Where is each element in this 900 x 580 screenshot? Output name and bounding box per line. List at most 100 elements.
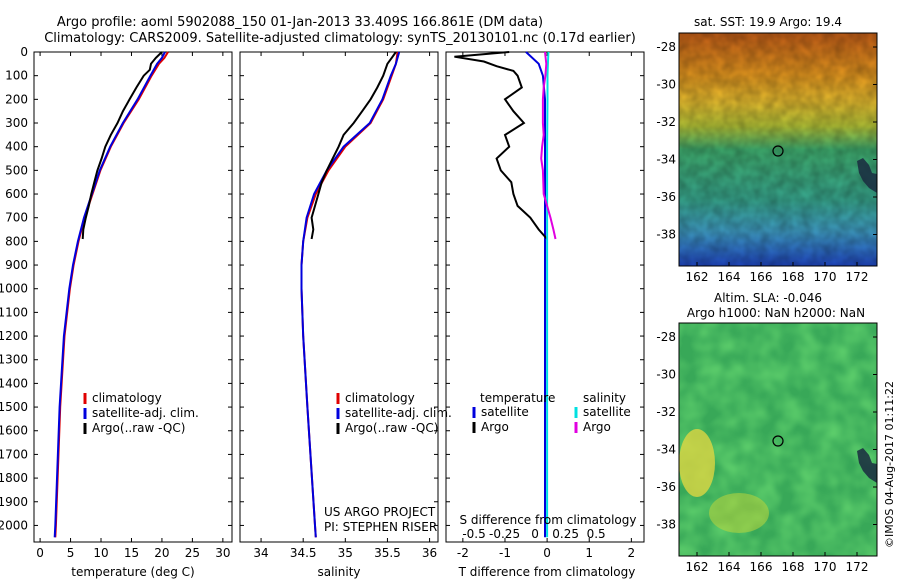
y-tick-label: 900 <box>5 258 28 272</box>
sla-coastline <box>857 448 877 483</box>
y-tick-label: 2000 <box>0 518 28 532</box>
sst-map-panel: sat. SST: 19.9 Argo: 19.4 <box>656 15 878 284</box>
map-x-tick-label: 172 <box>846 270 869 284</box>
sst-heatmap <box>679 33 877 266</box>
legend-label-t-satellite: satellite <box>481 405 529 419</box>
map-x-tick-label: 162 <box>686 560 709 574</box>
x-tick-label: 5 <box>67 546 75 560</box>
y-tick-label: 800 <box>5 234 28 248</box>
s-tick-label: -0.5 <box>462 527 485 541</box>
difference-legend: temperature salinity satellite Argo sate… <box>472 391 631 434</box>
y-tick-label: 1200 <box>0 329 28 343</box>
map-y-tick-label: -28 <box>656 330 676 344</box>
legend-label-satellite: satellite-adj. clim. <box>92 406 199 420</box>
series-line <box>54 51 169 538</box>
sla-map-title: Altim. SLA: -0.046 <box>714 291 822 305</box>
sla-high-patch <box>679 429 715 497</box>
map-x-tick-label: 166 <box>750 560 773 574</box>
map-y-tick-label: -34 <box>656 443 676 457</box>
y-tick-label: 400 <box>5 140 28 154</box>
x-tick-label: 34 <box>253 546 268 560</box>
sla-map-subtitle: Argo h1000: NaN h2000: NaN <box>687 306 865 320</box>
sst-float-marker <box>772 145 784 157</box>
x-tick-label: 25 <box>185 546 200 560</box>
x-tick-label: 20 <box>154 546 169 560</box>
legend-label-climatology: climatology <box>92 391 162 405</box>
map-x-tick-label: 164 <box>718 270 741 284</box>
x-tick-label: 0 <box>543 546 551 560</box>
x-tick-label: 30 <box>215 546 230 560</box>
sst-map-title: sat. SST: 19.9 Argo: 19.4 <box>694 15 842 29</box>
x-tick-label: 0 <box>36 546 44 560</box>
difference-xlabel: T difference from climatology <box>458 565 636 579</box>
series-line <box>300 51 401 538</box>
series-line <box>81 51 163 240</box>
s-difference-label: S difference from climatology <box>460 513 637 527</box>
title-line-1: Argo profile: aoml 5902088_150 01-Jan-20… <box>57 15 543 30</box>
legend-label-satellite: satellite-adj. clim. <box>345 406 452 420</box>
map-y-tick-label: -34 <box>656 153 676 167</box>
legend-salinity-title: salinity <box>583 391 626 405</box>
temperature-xlabel: temperature (deg C) <box>71 565 194 579</box>
series-line <box>310 51 397 240</box>
x-tick-label: 36 <box>422 546 437 560</box>
y-tick-label: 500 <box>5 163 28 177</box>
sla-heatmap <box>679 323 877 556</box>
y-tick-label: 200 <box>5 92 28 106</box>
map-y-tick-label: -30 <box>656 368 676 382</box>
legend-label-argo: Argo(..raw -QC) <box>92 421 185 435</box>
y-tick-label: 1500 <box>0 400 28 414</box>
x-tick-label: 35.5 <box>374 546 401 560</box>
salinity-xlabel: salinity <box>317 565 360 579</box>
legend-temperature-title: temperature <box>480 391 555 405</box>
x-tick-label: 1 <box>585 546 593 560</box>
legend-label-argo: Argo(..raw -QC) <box>345 421 438 435</box>
y-tick-label: 1800 <box>0 471 28 485</box>
x-tick-label: 10 <box>93 546 108 560</box>
y-tick-label: 1100 <box>0 305 28 319</box>
legend-label-climatology: climatology <box>345 391 415 405</box>
map-x-tick-label: 166 <box>750 270 773 284</box>
sla-map-panel: Altim. SLA: -0.046 Argo h1000: NaN h2000… <box>656 291 878 574</box>
legend-label-t-argo: Argo <box>481 420 509 434</box>
map-y-tick-label: -32 <box>656 115 676 129</box>
y-tick-label: 0 <box>20 45 28 59</box>
pi-text: PI: STEPHEN RISER <box>324 520 437 534</box>
map-y-tick-label: -32 <box>656 405 676 419</box>
s-tick-label: 0.5 <box>587 527 606 541</box>
salinity-frame <box>239 51 439 543</box>
y-tick-label: 300 <box>5 116 28 130</box>
x-tick-label: 2 <box>628 546 636 560</box>
s-tick-label: 0 <box>531 527 539 541</box>
sst-texture <box>679 33 877 266</box>
map-x-tick-label: 172 <box>846 560 869 574</box>
y-tick-label: 1400 <box>0 376 28 390</box>
legend-label-s-satellite: satellite <box>583 405 631 419</box>
sla-high-patch <box>709 493 769 533</box>
y-tick-label: 1700 <box>0 447 28 461</box>
y-tick-label: 1600 <box>0 424 28 438</box>
map-x-tick-label: 170 <box>814 560 837 574</box>
map-x-tick-label: 168 <box>782 270 805 284</box>
salinity-legend: climatology satellite-adj. clim. Argo(..… <box>336 391 452 435</box>
series-line <box>540 51 557 240</box>
y-tick-label: 100 <box>5 69 28 83</box>
y-tick-label: 1900 <box>0 495 28 509</box>
series-line <box>300 51 399 538</box>
map-y-tick-label: -36 <box>656 480 676 494</box>
sst-map-frame <box>678 32 878 267</box>
map-y-tick-label: -30 <box>656 78 676 92</box>
x-tick-label: 15 <box>124 546 139 560</box>
credit-text: US ARGO PROJECT <box>324 505 436 519</box>
difference-panel: -2 -1 0 1 2-0.5 -0.25 0 0.25 0.5 T difference fr… <box>445 51 645 579</box>
s-tick-label: -0.25 <box>489 527 520 541</box>
series-line <box>525 51 546 538</box>
sst-coastline <box>857 158 877 193</box>
map-y-tick-label: -38 <box>656 228 676 242</box>
salinity-panel: 34 34.5 35 35.5 36 salinity climatology sate… <box>239 51 452 579</box>
map-y-tick-label: -28 <box>656 40 676 54</box>
timestamp: ©IMOS 04-Aug-2017 01:11:22 <box>883 381 896 548</box>
title-line-2: Climatology: CARS2009. Satellite-adjuste… <box>44 31 636 46</box>
y-tick-label: 600 <box>5 187 28 201</box>
series-line <box>53 51 166 538</box>
